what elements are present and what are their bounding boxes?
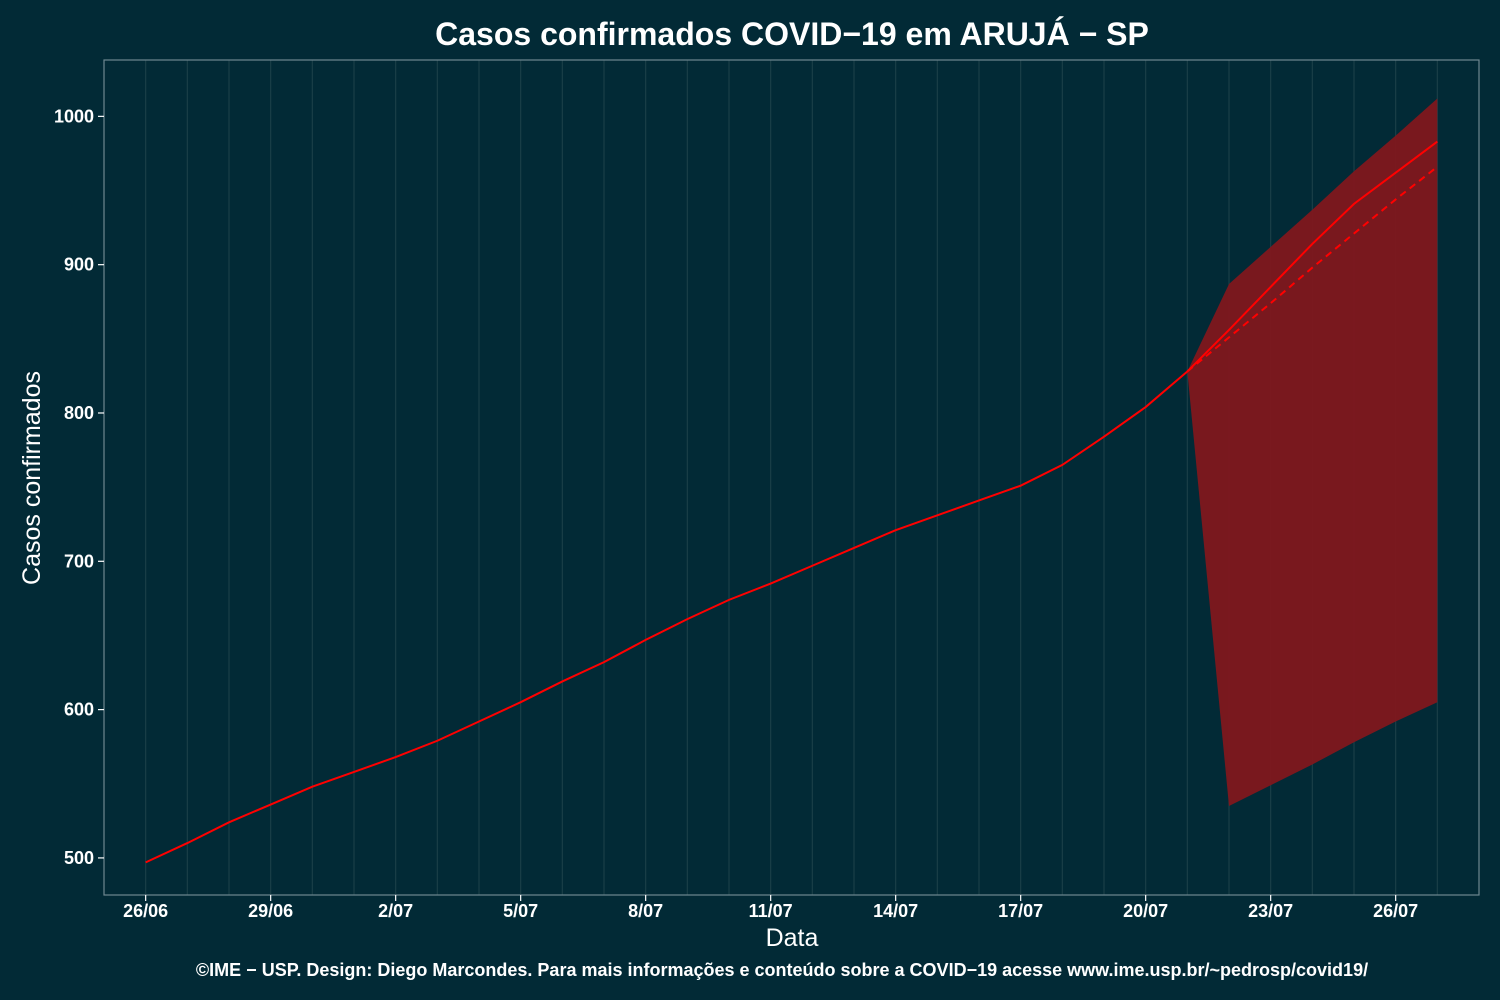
plot-frame	[103, 59, 1480, 896]
vertical-gridlines	[145, 60, 1438, 895]
chart-title: Casos confirmados COVID−19 em ARUJÁ − SP	[435, 16, 1149, 52]
x-tick-label: 20/07	[1123, 901, 1168, 921]
x-tick-label: 23/07	[1248, 901, 1293, 921]
x-axis-label: Data	[766, 924, 819, 952]
x-tick-label: 17/07	[998, 901, 1043, 921]
y-axis-label: Casos confirmados	[18, 371, 46, 585]
x-tick-label: 5/07	[503, 901, 538, 921]
footer-credit: ©IME − USP. Design: Diego Marcondes. Par…	[196, 960, 1368, 980]
series-layer	[145, 140, 1438, 864]
x-tick-label: 29/06	[248, 901, 293, 921]
y-tick-label: 1000	[54, 106, 94, 126]
y-tick-label: 500	[64, 848, 94, 868]
observed-series-line	[145, 370, 1188, 864]
x-tick-label: 26/06	[123, 901, 168, 921]
x-tick-label: 11/07	[749, 901, 793, 921]
y-tick-label: 800	[64, 403, 94, 423]
x-axis-ticks: 26/06 29/06 2/07 5/07 8/07 11/07 14/07 17/07 20/…	[123, 895, 1418, 921]
x-tick-label: 26/07	[1373, 901, 1418, 921]
x-tick-label: 14/07	[873, 901, 918, 921]
x-tick-label: 2/07	[378, 901, 413, 921]
forecast-band-layer	[1187, 98, 1438, 807]
y-tick-label: 900	[64, 255, 94, 275]
y-tick-label: 700	[64, 551, 94, 571]
forecast-series-line	[1186, 140, 1438, 373]
forecast-interval-band	[1187, 98, 1438, 807]
forecast-alt-dashed-line	[1186, 165, 1438, 373]
y-axis-ticks: 500 600 700 800 900 1000	[54, 106, 104, 868]
y-tick-label: 600	[64, 700, 94, 720]
x-tick-label: 8/07	[628, 901, 663, 921]
